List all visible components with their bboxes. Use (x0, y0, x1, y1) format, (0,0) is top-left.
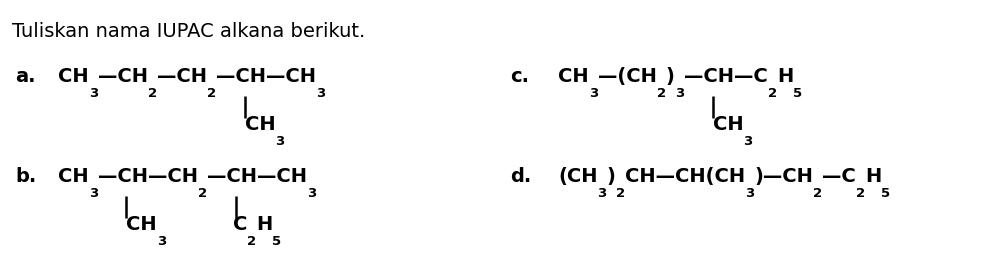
Text: CH: CH (58, 167, 88, 186)
Text: 3: 3 (745, 187, 754, 200)
Text: 3: 3 (88, 187, 98, 200)
Text: —CH: —CH (98, 67, 148, 86)
Text: CH: CH (58, 67, 88, 86)
Text: c.: c. (510, 67, 529, 86)
Text: 3: 3 (316, 87, 325, 100)
Text: —CH: —CH (157, 67, 207, 86)
Text: —(CH: —(CH (598, 67, 657, 86)
Text: b.: b. (15, 167, 37, 186)
Text: 3: 3 (589, 87, 598, 100)
Text: H: H (865, 167, 881, 186)
Text: —CH: —CH (267, 67, 316, 86)
Text: CH: CH (245, 115, 275, 134)
Text: ): ) (606, 167, 615, 186)
Text: 2: 2 (813, 187, 823, 200)
Text: CH: CH (713, 115, 743, 134)
Text: 3: 3 (157, 235, 166, 248)
Text: —CH: —CH (207, 167, 257, 186)
Text: 3: 3 (598, 187, 606, 200)
Text: (CH: (CH (558, 167, 598, 186)
Text: a.: a. (15, 67, 36, 86)
Text: C: C (233, 215, 247, 234)
Text: CH—CH(CH: CH—CH(CH (624, 167, 745, 186)
Text: Tuliskan nama IUPAC alkana berikut.: Tuliskan nama IUPAC alkana berikut. (12, 22, 366, 41)
Text: 2: 2 (207, 87, 216, 100)
Text: CH: CH (558, 67, 589, 86)
Text: —CH: —CH (216, 67, 267, 86)
Text: —C: —C (734, 67, 768, 86)
Text: 2: 2 (856, 187, 865, 200)
Text: 2: 2 (615, 187, 624, 200)
Text: —C: —C (823, 167, 856, 186)
Text: 5: 5 (793, 87, 803, 100)
Text: 2: 2 (198, 187, 207, 200)
Text: 3: 3 (675, 87, 684, 100)
Text: )—CH: )—CH (754, 167, 813, 186)
Text: H: H (777, 67, 793, 86)
Text: 2: 2 (657, 87, 666, 100)
Text: 3: 3 (88, 87, 98, 100)
Text: CH: CH (127, 215, 157, 234)
Text: —CH: —CH (148, 167, 198, 186)
Text: —CH: —CH (98, 167, 148, 186)
Text: 2: 2 (247, 235, 256, 248)
Text: 2: 2 (768, 87, 777, 100)
Text: 5: 5 (881, 187, 890, 200)
Text: 5: 5 (273, 235, 281, 248)
Text: —CH: —CH (684, 67, 734, 86)
Text: 3: 3 (275, 135, 284, 148)
Text: d.: d. (510, 167, 531, 186)
Text: 2: 2 (148, 87, 157, 100)
Text: —CH: —CH (257, 167, 307, 186)
Text: 3: 3 (743, 135, 752, 148)
Text: 3: 3 (307, 187, 316, 200)
Text: ): ) (666, 67, 675, 86)
Text: H: H (256, 215, 273, 234)
